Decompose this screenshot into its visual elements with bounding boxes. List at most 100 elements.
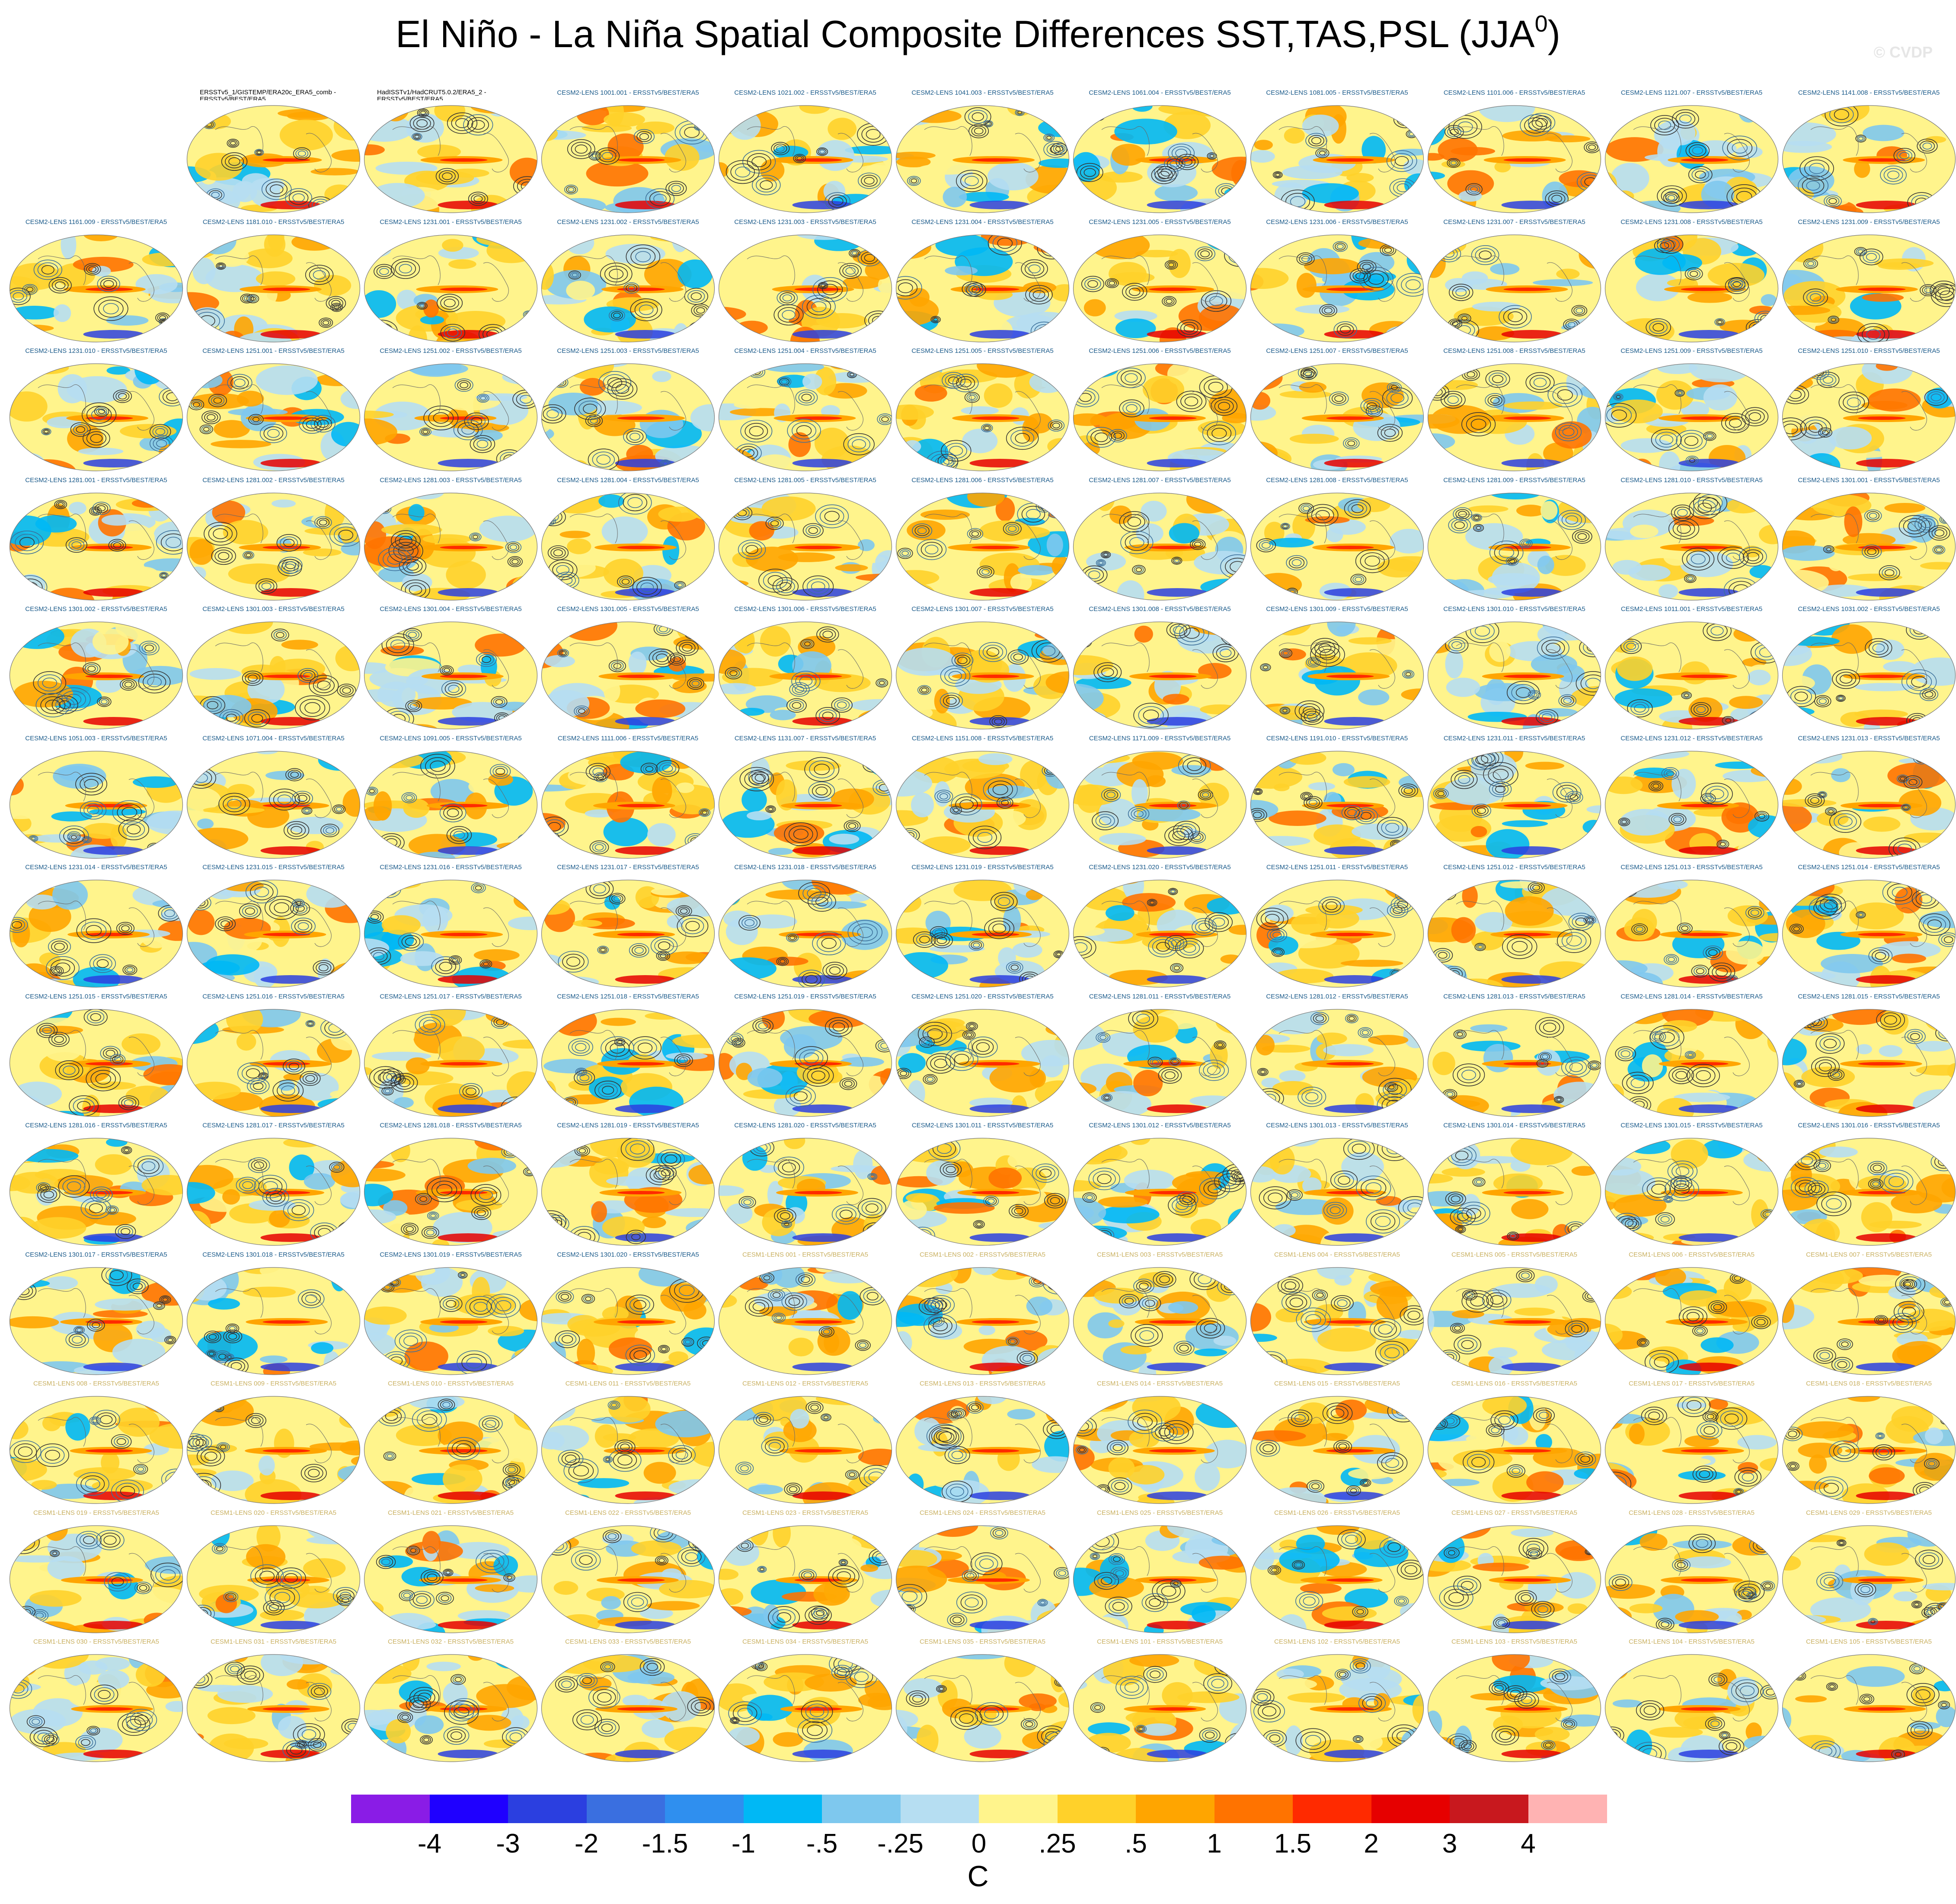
panel-label: CESM1-LENS 008 - ERSSTv5/BEST/ERA5 <box>33 1380 159 1387</box>
map-plot <box>9 1654 183 1762</box>
map-outline <box>895 1654 1070 1762</box>
title-text: El Niño - La Niña Spatial Composite Diff… <box>396 13 1535 55</box>
map-field <box>1605 1525 1778 1633</box>
map-panel: CESM1-LENS 010 - ERSSTv5/BEST/ERA5 <box>362 1380 539 1505</box>
map-plot <box>1604 363 1779 471</box>
map-panel: CESM2-LENS 1251.007 - ERSSTv5/BEST/ERA5 <box>1249 347 1425 473</box>
map-field <box>364 106 537 213</box>
panel-label: CESM2-LENS 1231.007 - ERSSTv5/BEST/ERA5 <box>1443 218 1585 226</box>
map-plot <box>718 1525 892 1633</box>
map-panel: CESM2-LENS 1281.006 - ERSSTv5/BEST/ERA5 <box>894 477 1071 602</box>
map-outline <box>541 105 715 213</box>
panel-label: CESM1-LENS 016 - ERSSTv5/BEST/ERA5 <box>1451 1380 1577 1387</box>
map-panel: CESM2-LENS 1251.020 - ERSSTv5/BEST/ERA5 <box>894 993 1071 1118</box>
map-plot <box>895 880 1070 988</box>
panel-label: CESM2-LENS 1281.011 - ERSSTv5/BEST/ERA5 <box>1089 992 1231 1000</box>
panel-label: CESM2-LENS 1281.013 - ERSSTv5/BEST/ERA5 <box>1443 992 1585 1000</box>
panel-label: CESM1-LENS 019 - ERSSTv5/BEST/ERA5 <box>33 1509 159 1517</box>
map-outline <box>718 1396 892 1504</box>
map-field <box>541 1138 715 1245</box>
map-field <box>896 751 1069 858</box>
map-panel: CESM2-LENS 1071.004 - ERSSTv5/BEST/ERA5 <box>185 735 362 860</box>
panel-label: CESM1-LENS 009 - ERSSTv5/BEST/ERA5 <box>211 1380 336 1387</box>
panel-label: CESM2-LENS 1251.011 - ERSSTv5/BEST/ERA5 <box>1266 864 1408 871</box>
map-outline <box>1604 1654 1779 1762</box>
colorbar-tick-label: 2 <box>1364 1829 1379 1859</box>
map-outline <box>364 750 538 859</box>
map-panel: CESM1-LENS 101 - ERSSTv5/BEST/ERA5 <box>1071 1638 1248 1763</box>
map-panel: CESM1-LENS 027 - ERSSTv5/BEST/ERA5 <box>1426 1509 1603 1635</box>
panel-label: CESM2-LENS 1281.003 - ERSSTv5/BEST/ERA5 <box>380 476 522 484</box>
colorbar-tick-label: -4 <box>417 1829 442 1859</box>
map-plot <box>1250 492 1424 601</box>
panel-label: CESM2-LENS 1231.006 - ERSSTv5/BEST/ERA5 <box>1266 218 1408 226</box>
map-plot <box>1250 105 1424 213</box>
map-plot <box>186 1654 361 1762</box>
map-field <box>1428 622 1601 729</box>
map-panel: CESM1-LENS 007 - ERSSTv5/BEST/ERA5 <box>1780 1251 1956 1376</box>
map-panel: CESM2-LENS 1301.014 - ERSSTv5/BEST/ERA5 <box>1426 1122 1603 1247</box>
panel-grid: ERSSTv5_1/GISTEMP/ERA20c_ERA5_comb - ERS… <box>8 89 1956 1763</box>
map-panel: CESM2-LENS 1301.001 - ERSSTv5/BEST/ERA5 <box>1780 477 1956 602</box>
map-plot <box>9 1525 183 1633</box>
map-outline <box>1604 880 1779 988</box>
map-plot <box>1073 750 1247 859</box>
map-panel: CESM2-LENS 1231.002 - ERSSTv5/BEST/ERA5 <box>540 218 716 344</box>
map-plot <box>541 621 715 730</box>
map-panel: CESM2-LENS 1301.006 - ERSSTv5/BEST/ERA5 <box>717 605 894 731</box>
title-superscript: 0 <box>1534 10 1548 37</box>
map-field <box>541 622 715 729</box>
map-panel: CESM2-LENS 1231.014 - ERSSTv5/BEST/ERA5 <box>8 864 185 989</box>
map-plot <box>186 1396 361 1504</box>
map-outline <box>541 1654 715 1762</box>
panel-label: CESM2-LENS 1231.014 - ERSSTv5/BEST/ERA5 <box>25 864 167 871</box>
map-field <box>1073 622 1246 729</box>
map-panel: CESM2-LENS 1231.013 - ERSSTv5/BEST/ERA5 <box>1780 735 1956 860</box>
map-field <box>896 1654 1069 1762</box>
panel-label: CESM2-LENS 1051.003 - ERSSTv5/BEST/ERA5 <box>25 734 167 742</box>
map-plot <box>1604 1008 1779 1117</box>
map-outline <box>364 1396 538 1504</box>
panel-label: CESM2-LENS 1001.001 - ERSSTv5/BEST/ERA5 <box>557 89 699 96</box>
map-panel: CESM1-LENS 028 - ERSSTv5/BEST/ERA5 <box>1603 1509 1780 1635</box>
map-field <box>364 751 537 858</box>
colorbar-swatch <box>1214 1795 1293 1823</box>
map-outline <box>718 492 892 601</box>
map-field <box>896 364 1069 471</box>
map-plot <box>541 1396 715 1504</box>
map-field <box>1250 1138 1424 1245</box>
map-outline <box>1073 1654 1247 1762</box>
map-field <box>10 1267 183 1375</box>
map-plot <box>1782 492 1956 601</box>
map-outline <box>895 1138 1070 1246</box>
map-panel: CESM2-LENS 1001.001 - ERSSTv5/BEST/ERA5 <box>540 89 716 214</box>
map-plot <box>1250 234 1424 342</box>
map-plot <box>718 1267 892 1375</box>
map-outline <box>364 363 538 471</box>
map-panel: CESM2-LENS 1301.017 - ERSSTv5/BEST/ERA5 <box>8 1251 185 1376</box>
map-field <box>1782 880 1956 987</box>
map-field <box>1073 1654 1246 1762</box>
map-plot <box>364 105 538 213</box>
map-panel: CESM1-LENS 102 - ERSSTv5/BEST/ERA5 <box>1249 1638 1425 1763</box>
panel-label: CESM1-LENS 035 - ERSSTv5/BEST/ERA5 <box>920 1638 1045 1645</box>
map-outline <box>1782 1267 1956 1375</box>
map-outline <box>541 1138 715 1246</box>
map-panel: CESM2-LENS 1281.003 - ERSSTv5/BEST/ERA5 <box>362 477 539 602</box>
map-field <box>719 1396 892 1504</box>
map-field <box>187 1654 360 1762</box>
map-outline <box>1073 621 1247 730</box>
panel-label: CESM2-LENS 1251.014 - ERSSTv5/BEST/ERA5 <box>1798 864 1940 871</box>
map-plot <box>541 1525 715 1633</box>
map-panel: CESM2-LENS 1301.008 - ERSSTv5/BEST/ERA5 <box>1071 605 1248 731</box>
map-plot <box>1250 1525 1424 1633</box>
map-outline <box>186 1396 361 1504</box>
map-outline <box>718 363 892 471</box>
map-plot <box>541 363 715 471</box>
colorbar-tick-label: -1.5 <box>642 1829 688 1859</box>
map-field <box>187 1009 360 1117</box>
colorbar-tick-label: .25 <box>1039 1829 1076 1859</box>
map-panel: CESM1-LENS 035 - ERSSTv5/BEST/ERA5 <box>894 1638 1071 1763</box>
map-outline <box>364 1654 538 1762</box>
panel-label: CESM2-LENS 1231.003 - ERSSTv5/BEST/ERA5 <box>734 218 876 226</box>
